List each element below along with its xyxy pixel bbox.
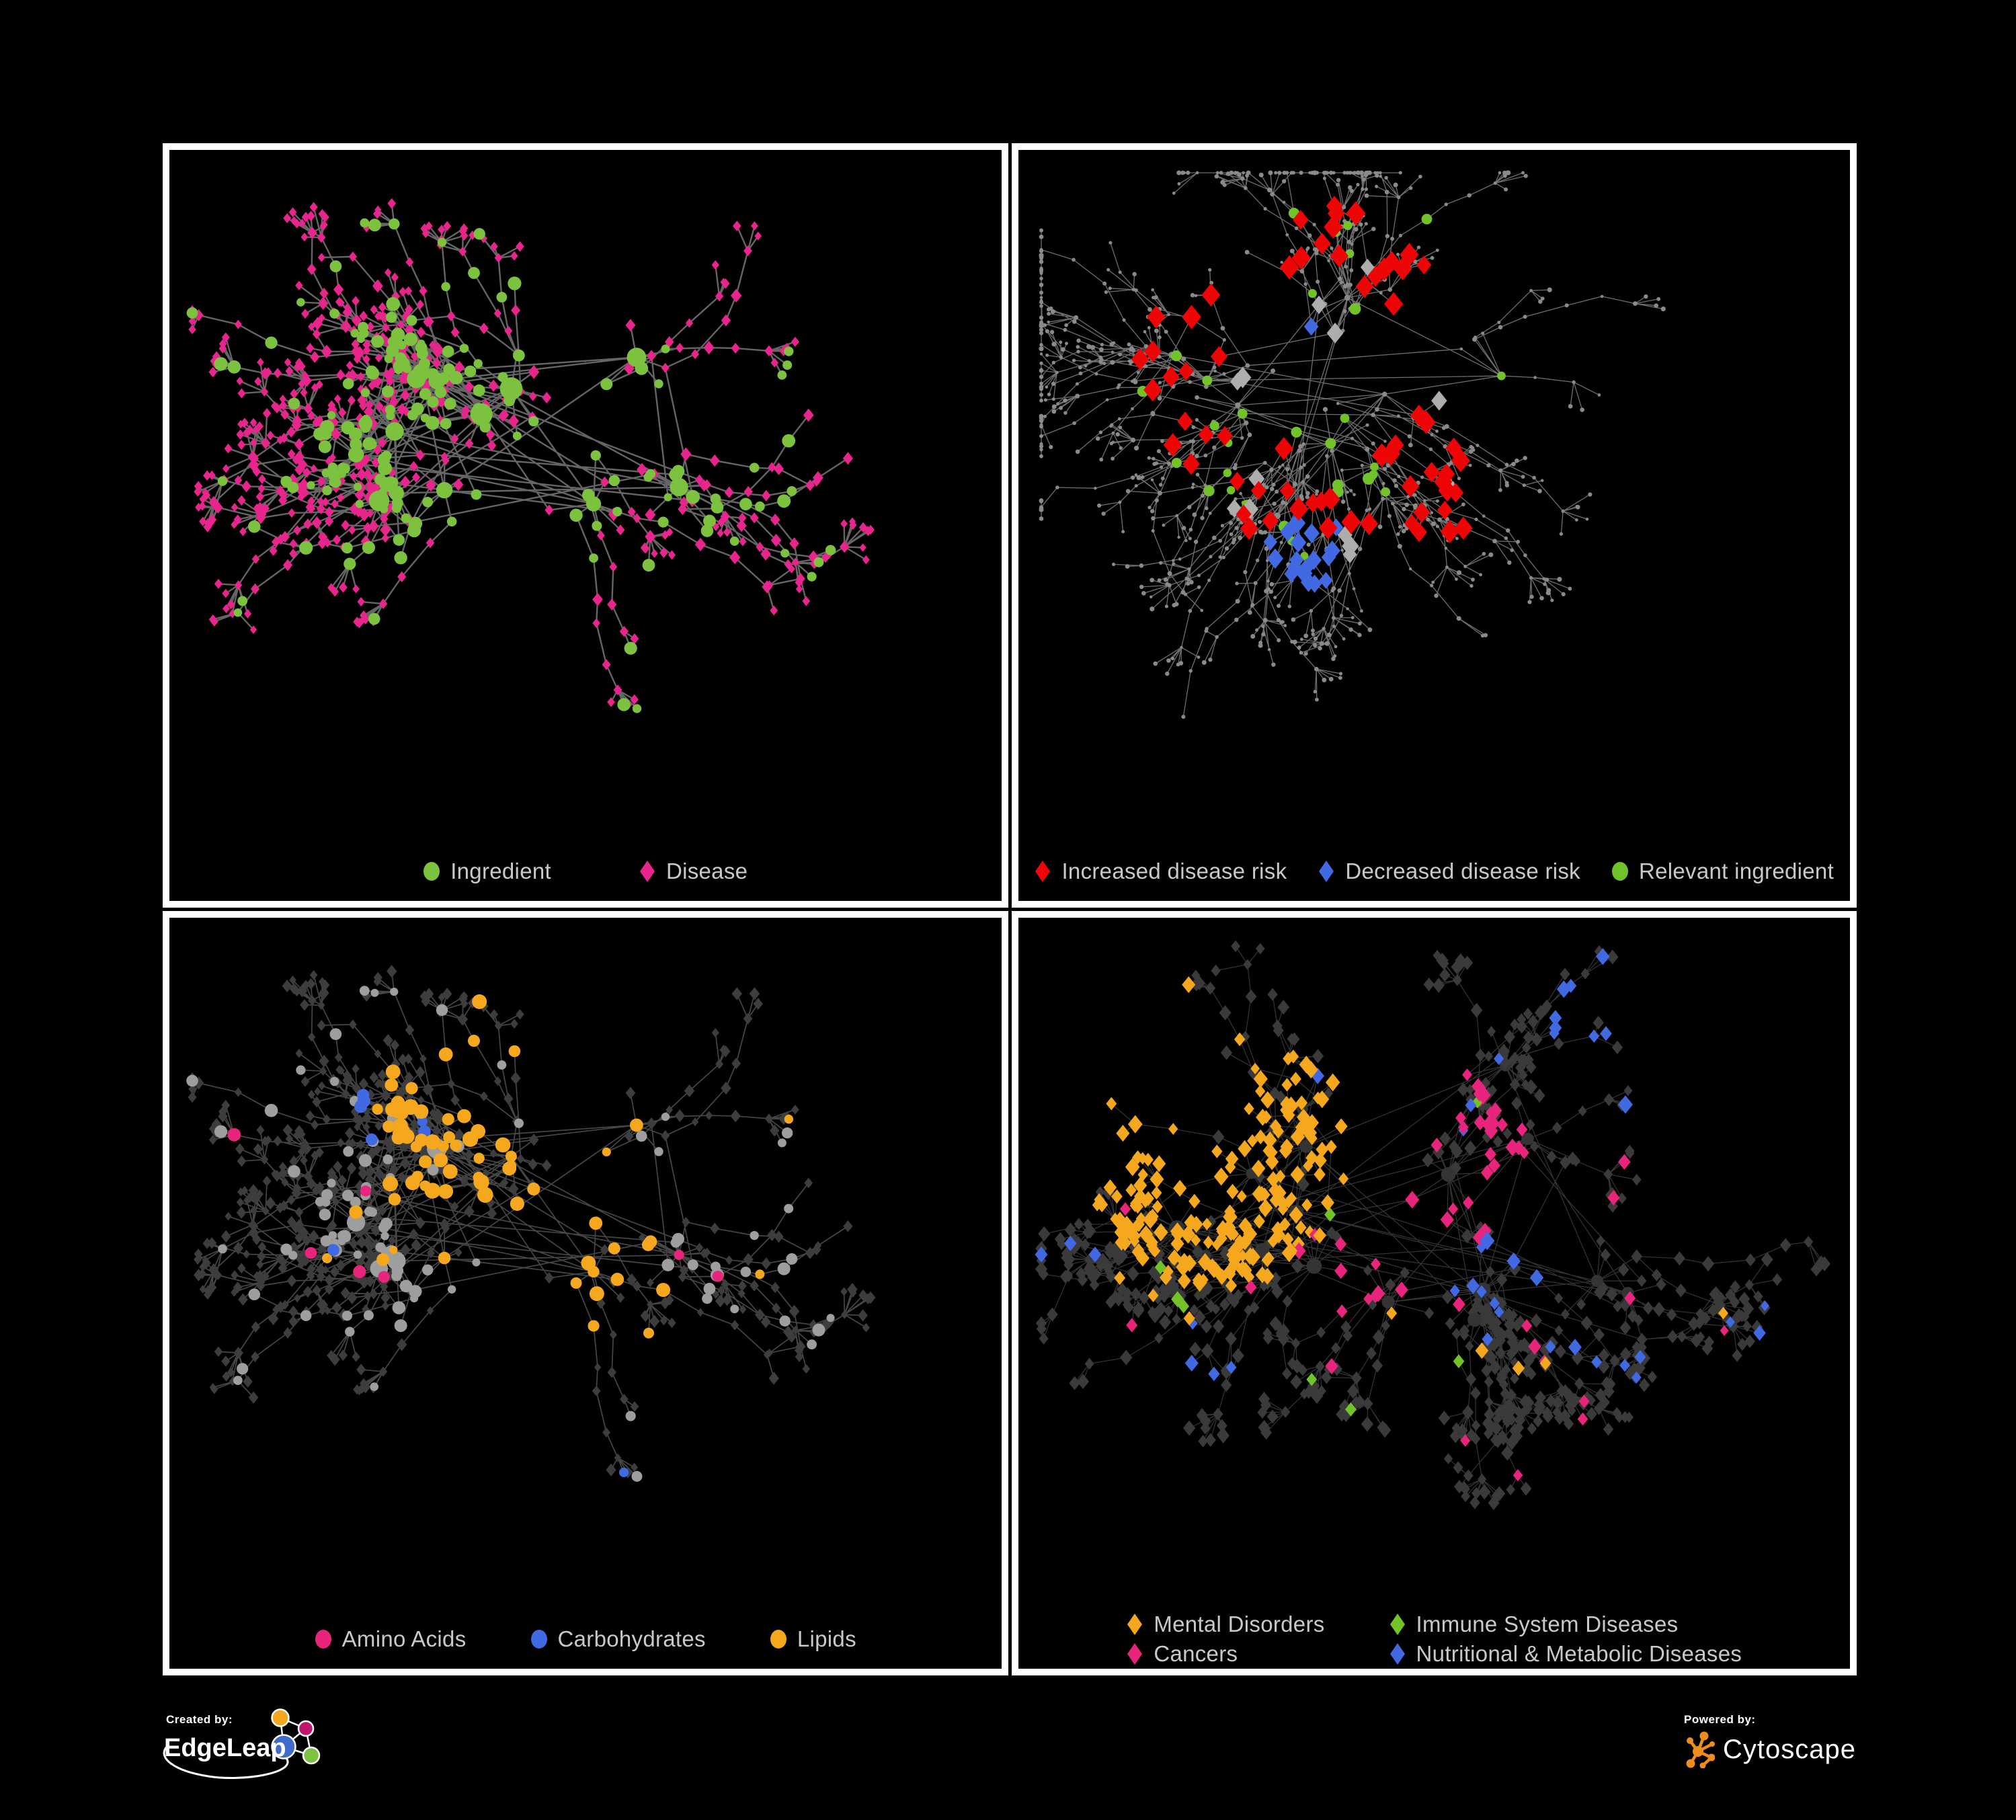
legend-marker-circle (424, 862, 440, 881)
edgeleap-node-blue (271, 1734, 296, 1759)
legend-marker-diamond (1035, 861, 1051, 882)
legend-label: Decreased disease risk (1345, 859, 1580, 883)
legend-item: Lipids (770, 1626, 856, 1652)
legend-marker-diamond (639, 861, 655, 882)
panel-disease-categories: Mental Disorders Immune System Diseases Ca… (1011, 911, 1857, 1675)
legend-label: Immune System Diseases (1416, 1612, 1679, 1636)
legend-item: Ingredient (423, 859, 551, 884)
created-by-label: Created by: (166, 1713, 233, 1726)
edgeleap-logo: EdgeLeap (163, 1708, 321, 1779)
legend-item: Cancers (1126, 1641, 1324, 1667)
network-area (1018, 918, 1851, 1610)
network-area (169, 918, 1002, 1610)
legend-marker-circle (770, 1630, 787, 1649)
network-graph (186, 198, 875, 713)
legend-item: Mental Disorders (1126, 1612, 1324, 1637)
edgeleap-wordmark: EdgeLeap (164, 1734, 286, 1762)
cytoscape-logo-icon (1686, 1731, 1715, 1768)
edgeleap-swoosh (163, 1746, 289, 1779)
panel-grid: Ingredient Disease Increased disease risk… (163, 143, 1857, 1675)
legend-item: Carbohydrates (530, 1626, 706, 1652)
network-graph (1035, 940, 1830, 1510)
network-edges (191, 203, 871, 709)
network-area (1018, 150, 1851, 842)
legend-marker-diamond (1127, 1643, 1143, 1665)
legend-marker-circle (315, 1630, 331, 1649)
legend-label: Disease (666, 859, 748, 883)
edgeleap-node-orange (271, 1708, 290, 1727)
legend: Amino Acids Carbohydrates Lipids (169, 1610, 1002, 1669)
network-area (169, 150, 1002, 842)
legend-label: Lipids (797, 1626, 856, 1651)
edgeleap-nodes (271, 1708, 321, 1765)
cytoscape-credit: Powered by: Cytoscape (1684, 1713, 1856, 1768)
legend-item: Decreased disease risk (1318, 859, 1580, 884)
legend-item: Immune System Diseases (1389, 1612, 1742, 1637)
legend-label: Carbohydrates (557, 1626, 706, 1651)
legend-marker-diamond (1127, 1614, 1143, 1635)
network-graph (186, 965, 876, 1482)
network-edges (1040, 946, 1825, 1503)
legend-label: Increased disease risk (1061, 859, 1287, 883)
legend-label: Mental Disorders (1154, 1612, 1325, 1636)
legend-item: Amino Acids (315, 1626, 467, 1652)
edgeleap-credit: Created by: EdgeLeap (155, 1706, 356, 1817)
legend-marker-diamond (1389, 1614, 1405, 1635)
legend: Ingredient Disease (169, 842, 1002, 901)
legend-item: Disease (639, 859, 748, 884)
edgeleap-node-magenta (297, 1720, 315, 1737)
legend-item: Relevant ingredient (1611, 859, 1834, 884)
panel-nutrient-classes: Amino Acids Carbohydrates Lipids (163, 911, 1008, 1675)
legend-label: Ingredient (450, 859, 551, 883)
edgeleap-node-green (302, 1746, 321, 1765)
legend-marker-circle (530, 1630, 547, 1649)
legend-marker-diamond (1319, 861, 1334, 882)
legend-label: Nutritional & Metabolic Diseases (1416, 1641, 1742, 1666)
network-graph (1038, 170, 1666, 719)
cytoscape-wordmark: Cytoscape (1723, 1734, 1856, 1764)
legend-marker-circle (1611, 862, 1628, 881)
legend-marker-diamond (1389, 1643, 1405, 1665)
legend-label: Relevant ingredient (1638, 859, 1834, 883)
panel-disease-risk: Increased disease risk Decreased disease … (1011, 143, 1857, 908)
legend: Mental Disorders Immune System Diseases Ca… (1018, 1610, 1851, 1669)
legend-label: Cancers (1154, 1641, 1238, 1666)
legend-item: Nutritional & Metabolic Diseases (1389, 1641, 1742, 1667)
legend-label: Amino Acids (341, 1626, 467, 1651)
panel-ingredient-disease: Ingredient Disease (163, 143, 1008, 908)
legend-item: Increased disease risk (1034, 859, 1287, 884)
legend: Increased disease risk Decreased disease … (1018, 842, 1851, 901)
powered-by-label: Powered by: (1684, 1713, 1756, 1726)
